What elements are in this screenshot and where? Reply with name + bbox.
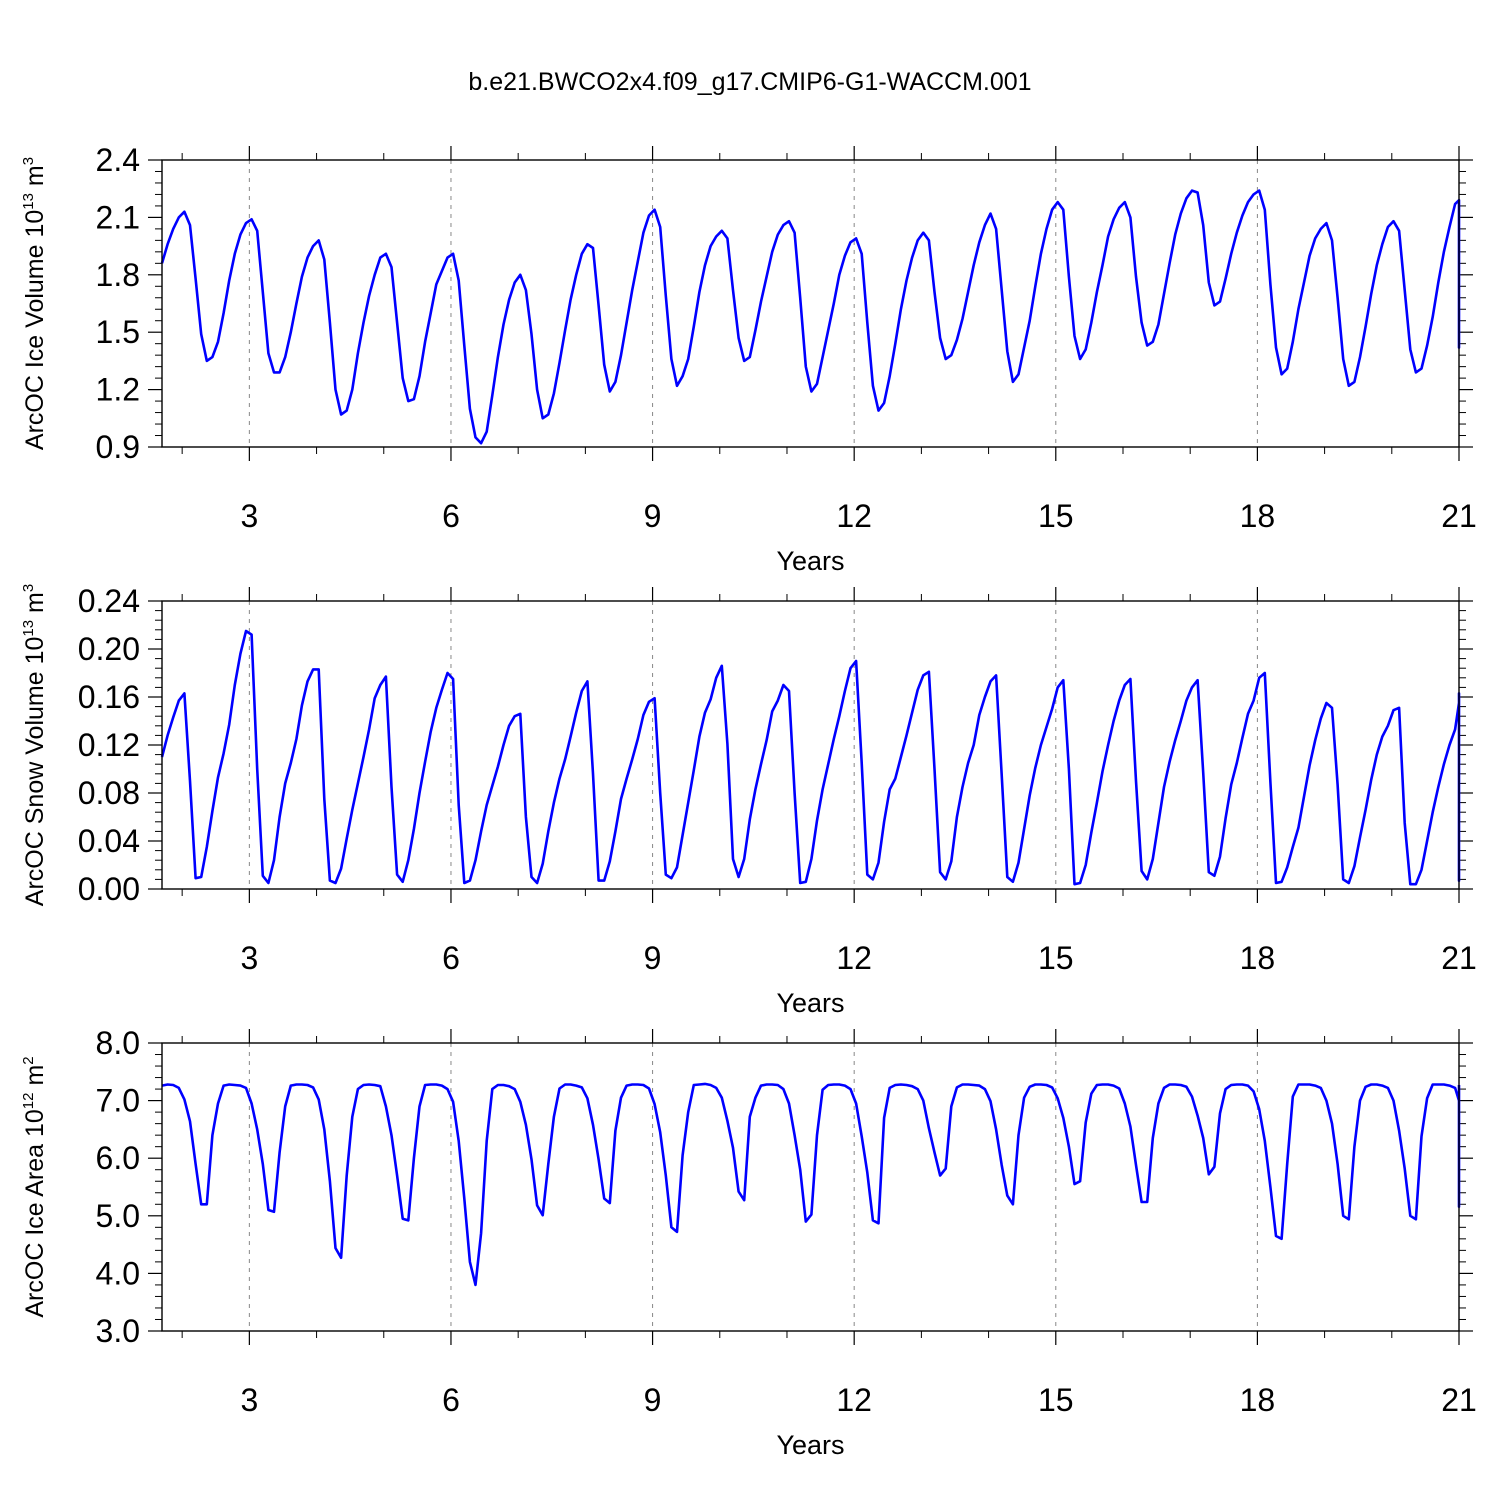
data-line	[160, 189, 1461, 445]
y-tick-label: 0.08	[78, 775, 140, 811]
plot-frame	[161, 1042, 1460, 1332]
figure-title: b.e21.BWCO2x4.f09_g17.CMIP6-G1-WACCM.001	[468, 68, 1031, 96]
x-tick-label: 3	[240, 498, 258, 534]
x-tick-label: 18	[1240, 940, 1276, 976]
x-tick-label: 18	[1240, 498, 1276, 534]
x-tick-label: 9	[644, 1382, 662, 1418]
x-axis-title: Years	[776, 1430, 844, 1460]
y-tick-label: 2.4	[96, 142, 140, 178]
x-tick-label: 15	[1038, 498, 1074, 534]
y-tick-label: 0.12	[78, 727, 140, 763]
snow-volume-panel: 0.00 0.04 0.08 0.12 0.16 0.20 0.24 3 6 9 12 15 18 21 Y…	[20, 583, 1477, 1018]
x-tick-label: 12	[836, 940, 872, 976]
x-tick-label: 3	[240, 940, 258, 976]
y-tick-label: 1.5	[96, 314, 140, 350]
y-tick-label: 1.8	[96, 257, 140, 293]
x-axis-title: Years	[776, 546, 844, 576]
data-line	[160, 629, 1461, 886]
x-tick-label: 18	[1240, 1382, 1276, 1418]
y-tick-label: 0.24	[78, 583, 140, 619]
y-tick-label: 3.0	[96, 1313, 140, 1349]
y-tick-label: 2.1	[96, 199, 140, 235]
x-tick-label: 9	[644, 498, 662, 534]
plot-frame	[161, 600, 1460, 890]
y-tick-label: 6.0	[96, 1140, 140, 1176]
x-tick-label: 15	[1038, 1382, 1074, 1418]
x-tick-label: 21	[1441, 940, 1477, 976]
x-tick-label: 6	[442, 940, 460, 976]
x-tick-label: 21	[1441, 1382, 1477, 1418]
x-tick-label: 15	[1038, 940, 1074, 976]
y-tick-label: 5.0	[96, 1198, 140, 1234]
plot-frame	[161, 159, 1460, 448]
x-tick-label: 3	[240, 1382, 258, 1418]
y-tick-label: 7.0	[96, 1083, 140, 1119]
y-tick-label: 0.04	[78, 823, 140, 859]
y-tick-label: 8.0	[96, 1025, 140, 1061]
x-tick-label: 21	[1441, 498, 1477, 534]
y-tick-label: 0.16	[78, 679, 140, 715]
y-axis-title: ArcOC Ice Volume 1013 m3	[20, 157, 49, 450]
y-tick-label: 4.0	[96, 1255, 140, 1291]
data-line	[161, 1082, 1461, 1287]
x-tick-label: 12	[836, 498, 872, 534]
x-axis-title: Years	[776, 988, 844, 1018]
y-tick-label: 0.9	[96, 429, 140, 465]
x-tick-label: 12	[836, 1382, 872, 1418]
y-axis-title: ArcOC Snow Volume 1013 m3	[20, 584, 49, 906]
y-tick-label: 1.2	[96, 372, 140, 408]
y-tick-label: 0.00	[78, 871, 140, 907]
ice-volume-panel: 0.9 1.2 1.5 1.8 2.1 2.4 3 6 9 12 15 18 21 Years ArcOC …	[20, 142, 1477, 576]
y-axis-title: ArcOC Ice Area 1012 m2	[20, 1056, 49, 1317]
ice-area-panel: 3.0 4.0 5.0 6.0 7.0 8.0 3 6 9 12 15 18 21 Years ArcOC …	[20, 1025, 1477, 1460]
x-tick-label: 6	[442, 1382, 460, 1418]
y-tick-label: 0.20	[78, 631, 140, 667]
x-tick-label: 9	[644, 940, 662, 976]
x-tick-label: 6	[442, 498, 460, 534]
